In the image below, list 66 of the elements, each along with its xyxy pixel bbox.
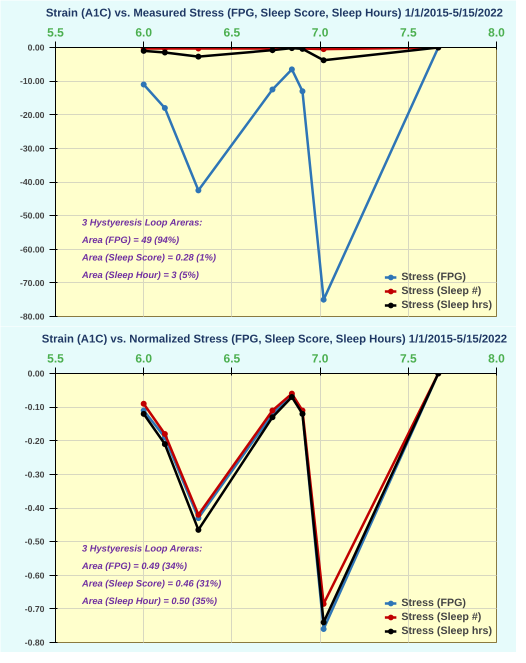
x-tick-label: 6.0	[135, 26, 152, 40]
y-tick-label: -40.00	[20, 177, 45, 187]
point	[299, 88, 306, 94]
legend-label: Stress (Sleep hrs)	[401, 298, 492, 312]
x-tick-label: 8.0	[488, 26, 506, 40]
point	[320, 619, 327, 626]
y-tick-label: -30.00	[20, 143, 45, 154]
legend-label: Stress (Sleep #)	[401, 610, 482, 624]
y-tick-label: 0.00	[28, 368, 45, 378]
annotation: Area (FPG) = 0.49 (34%)	[80, 561, 187, 572]
point	[195, 526, 202, 533]
y-tick-label: 0.00	[28, 42, 45, 52]
y-tick-label: -0.30	[24, 469, 45, 480]
annotation: 3 Hystyeresis Loop Areras:	[82, 544, 202, 554]
y-tick-label: -0.40	[24, 503, 45, 513]
annotation: Area (FPG) = 49 (94%)	[80, 235, 180, 246]
annotation: Area (Sleep Score) = 0.28 (1%)	[80, 252, 216, 263]
annotation: Area (Sleep Score) = 0.46 (31%)	[80, 578, 222, 589]
point	[320, 57, 327, 64]
x-tick-label: 5.5	[47, 26, 64, 40]
point	[162, 431, 168, 438]
point	[140, 410, 147, 417]
annotation: Area (Sleep Hour) = 3 (5%)	[80, 270, 199, 280]
annotation: 3 Hystyeresis Loop Areras:	[82, 218, 202, 228]
legend-label: Stress (Sleep #)	[401, 284, 482, 298]
y-tick-label: -10.00	[20, 76, 45, 86]
x-tick-label: 6.5	[224, 352, 241, 366]
legend-label: Stress (FPG)	[401, 596, 466, 610]
annotation: Area (Sleep Hour) = 0.50 (35%)	[80, 596, 218, 606]
chart-title: Strain (A1C) vs. Measured Stress (FPG, Sleep Score, Sleep Hours) 1/1/2015-5/15/2022	[46, 8, 503, 20]
point	[140, 400, 147, 407]
y-tick-label: -0.10	[24, 402, 45, 412]
point	[195, 187, 202, 194]
point	[162, 441, 168, 448]
y-tick-label: -70.00	[20, 278, 45, 288]
y-tick-label: -0.60	[24, 570, 45, 580]
legend-label: Stress (FPG)	[401, 270, 466, 284]
y-tick-label: -0.50	[24, 536, 45, 547]
y-tick-label: -20.00	[20, 110, 45, 120]
point	[288, 66, 295, 72]
x-tick-label: 6.0	[135, 352, 152, 366]
point	[269, 407, 276, 414]
x-tick-label: 7.5	[400, 352, 417, 366]
point	[195, 512, 202, 518]
point	[162, 50, 168, 56]
y-tick-label: -50.00	[20, 210, 45, 221]
point	[140, 81, 147, 88]
x-tick-label: 7.0	[312, 352, 329, 366]
y-tick-label: -0.80	[24, 638, 45, 648]
y-tick-label: -0.20	[24, 436, 45, 446]
point	[162, 105, 168, 112]
x-tick-label: 5.5	[47, 352, 64, 366]
point	[269, 86, 276, 93]
y-tick-label: -0.70	[24, 604, 45, 614]
x-tick-label: 7.5	[400, 26, 417, 40]
x-tick-label: 8.0	[488, 352, 506, 366]
legend-label: Stress (Sleep hrs)	[401, 624, 492, 638]
point	[320, 296, 327, 303]
x-tick-label: 7.0	[312, 26, 329, 40]
point	[269, 414, 276, 420]
x-tick-label: 6.5	[224, 26, 241, 40]
chart-title: Strain (A1C) vs. Normalized Stress (FPG, Sleep Score, Sleep Hours) 1/1/2015-5/15/2022	[42, 334, 508, 346]
point	[320, 626, 327, 632]
point	[195, 54, 202, 60]
y-tick-label: -60.00	[20, 244, 45, 254]
y-tick-label: -80.00	[20, 312, 45, 322]
